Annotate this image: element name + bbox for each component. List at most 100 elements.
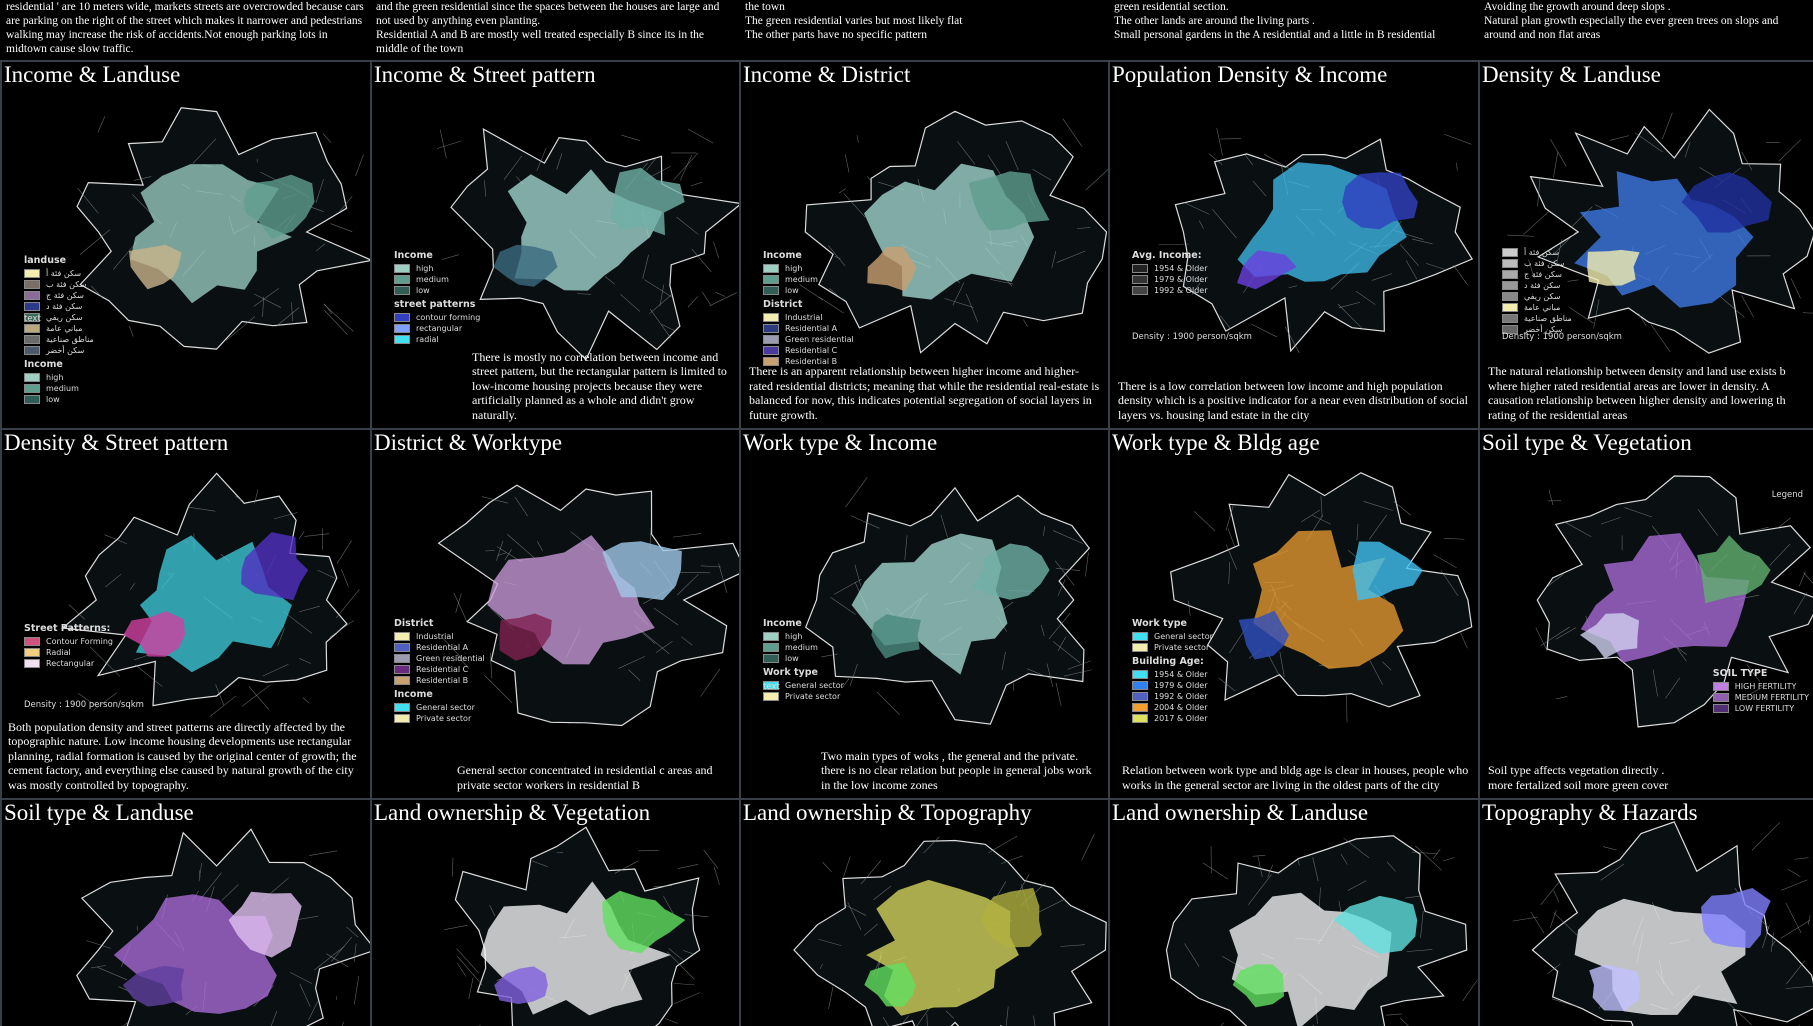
street-line: [1411, 851, 1438, 855]
legend: Avg. Income: 1954 & Older 1979 & Older 1992…: [1132, 247, 1208, 296]
legend-item: سكن أخضر: [1502, 324, 1572, 335]
street-line: [1771, 940, 1776, 947]
legend-heading: landuse: [24, 255, 67, 266]
map-panel: Density & Street pattern Street Patterns:…: [0, 428, 370, 798]
top-note: the town The green residential varies but…: [739, 0, 1108, 58]
street-line: [681, 636, 693, 646]
map-region: [493, 244, 558, 287]
street-line: [1442, 857, 1455, 862]
legend-heading: Income: [394, 250, 433, 261]
legend-label: Private sector: [416, 714, 472, 723]
legend-swatch: [763, 324, 779, 333]
legend-label: LOW FERTILITY: [1734, 704, 1795, 713]
street-line: [241, 684, 271, 707]
street-line: [484, 675, 513, 704]
legend: Income high medium low District Industrial Res…: [763, 247, 854, 367]
legend: landuse سكن فئة أ سكن فئة ب سكن فئة ج سكن فئ…: [24, 252, 94, 405]
legend-label: 2004 & Older: [1154, 703, 1208, 712]
street-line: [1227, 528, 1236, 547]
legend-item: Green residential: [763, 334, 854, 345]
street-line: [1158, 243, 1189, 246]
street-line: [702, 291, 711, 305]
street-line: [1624, 507, 1652, 518]
caption-line: The natural relationship between density…: [1488, 364, 1786, 422]
caption-line: Soil type affects vegetation directly .: [1488, 763, 1665, 777]
map-panel: District & Worktype District Industrial Res…: [370, 428, 739, 798]
map: [1507, 108, 1813, 354]
street-line: [687, 128, 714, 144]
legend: Income high medium low street patterns contou…: [394, 247, 480, 345]
street-line: [653, 885, 672, 888]
street-line: [104, 534, 127, 545]
legend-swatch: [1132, 670, 1148, 679]
panel-title: District & Worktype: [374, 430, 563, 455]
street-line: [682, 950, 695, 955]
legend-item: سكن ريفي: [1502, 291, 1572, 302]
legend-label: مباني عامة: [46, 324, 83, 333]
legend-item: 1954 & Older: [1132, 263, 1208, 274]
map-region: [602, 541, 682, 601]
street-line: [1780, 879, 1808, 891]
street-line: [457, 962, 467, 977]
street-line: [661, 324, 675, 331]
street-line: [882, 1016, 889, 1026]
map-region: [228, 891, 302, 958]
street-line: [904, 535, 908, 560]
legend-label: radial: [416, 335, 439, 344]
panel-title: Land ownership & Topography: [743, 800, 1032, 825]
legend-item: Green residential: [394, 653, 485, 664]
street-line: [1547, 963, 1561, 975]
legend-label: سكن ريفي: [46, 313, 83, 322]
street-line: [1337, 303, 1364, 330]
legend-swatch: [394, 324, 410, 333]
caption-line: more fertalized soil more green cover: [1488, 777, 1669, 792]
street-line: [192, 138, 217, 164]
street-line: [1347, 880, 1367, 891]
street-line: [1382, 661, 1392, 671]
legend-item: 2004 & Older: [1132, 702, 1213, 713]
map-region: [972, 543, 1050, 600]
street-line: [641, 630, 670, 655]
street-line: [1785, 902, 1802, 934]
street-line: [1363, 501, 1393, 511]
street-line: [1462, 979, 1478, 1002]
street-line: [489, 904, 496, 917]
panel-note: text: [24, 314, 41, 324]
legend-swatch: [1502, 248, 1518, 257]
street-line: [309, 850, 338, 856]
street-line: [341, 569, 349, 587]
street-line: [1081, 834, 1095, 861]
legend-item: Private sector: [394, 713, 485, 724]
street-line: [129, 583, 135, 590]
legend-label: medium: [416, 275, 449, 284]
legend-label: 1954 & Older: [1154, 670, 1208, 679]
street-line: [1549, 910, 1557, 928]
street-line: [1569, 307, 1594, 324]
street-line: [308, 1001, 319, 1021]
legend-label: سكن ريفي: [1524, 292, 1561, 301]
street-line: [68, 604, 86, 620]
legend-label: rectangular: [416, 324, 463, 333]
legend-item: high: [763, 631, 844, 642]
street-line: [1528, 259, 1535, 279]
panel-title: Land ownership & Landuse: [1112, 800, 1369, 825]
caption: Two main types of woks , the general and…: [821, 749, 1102, 793]
legend-label: medium: [785, 275, 818, 284]
street-line: [690, 181, 702, 187]
street-line: [1208, 153, 1223, 165]
legend-item: Residential A: [394, 642, 485, 653]
legend-swatch: [1132, 714, 1148, 723]
caption: Relation between work type and bldg age …: [1122, 763, 1472, 792]
legend-item: medium: [24, 383, 94, 394]
street-line: [1537, 177, 1541, 207]
map-panel: Land ownership & Landuse: [1108, 798, 1478, 1026]
street-line: [1744, 685, 1766, 698]
street-line: [1312, 515, 1331, 525]
street-line: [621, 134, 641, 141]
street-line: [828, 245, 846, 267]
caption: There is mostly no correlation between i…: [472, 350, 733, 423]
street-line: [687, 296, 698, 308]
street-line: [441, 637, 461, 657]
legend-swatch: [394, 286, 410, 295]
legend-item: Radial: [24, 647, 113, 658]
